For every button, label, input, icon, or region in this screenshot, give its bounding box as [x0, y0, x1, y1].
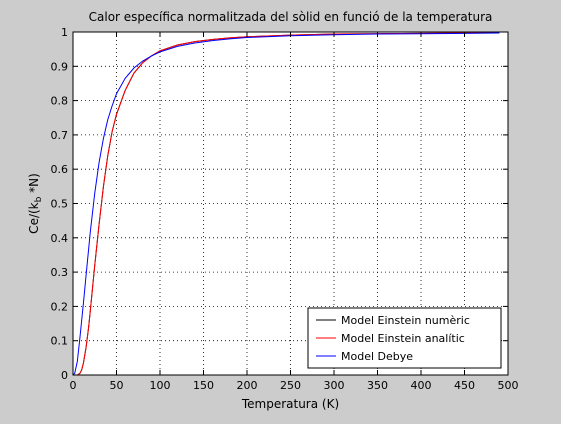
- x-tick-label: 0: [70, 379, 77, 392]
- y-tick-label: 0: [61, 369, 68, 382]
- y-axis-label: Ce/(kb *N): [27, 173, 44, 234]
- x-tick-label: 350: [367, 379, 388, 392]
- y-tick-label: 0.9: [51, 60, 69, 73]
- grid: [73, 32, 508, 375]
- legend-label-2: Model Einstein analític: [341, 332, 465, 345]
- y-tick-label: 0.1: [51, 335, 69, 348]
- y-axis-label-tail: *N): [27, 173, 41, 196]
- x-tick-label: 400: [411, 379, 432, 392]
- x-tick-label: 250: [280, 379, 301, 392]
- legend-box: [307, 307, 502, 369]
- y-axis-label-main: Ce/(k: [27, 202, 41, 233]
- x-tick-label: 500: [498, 379, 519, 392]
- x-tick-label: 300: [324, 379, 345, 392]
- y-tick-label: 0.7: [51, 129, 69, 142]
- x-tick-label: 100: [150, 379, 171, 392]
- series-line-3: [72, 32, 500, 376]
- ticks: 0 50 100 150 200 250 300 350 400 450 500 0 0.1 0.2 0.3…: [51, 26, 519, 392]
- y-tick-label: 0.8: [51, 95, 69, 108]
- y-tick-label: 0.3: [51, 266, 69, 279]
- x-tick-label: 50: [110, 379, 124, 392]
- y-tick-label: 0.6: [51, 163, 69, 176]
- x-tick-label: 450: [454, 379, 475, 392]
- x-axis-label: Temperatura (K): [241, 397, 339, 411]
- legend-label-3: Model Debye: [341, 350, 413, 363]
- series-lines: [72, 32, 500, 376]
- x-tick-label: 150: [193, 379, 214, 392]
- chart-title: Calor específica normalitzada del sòlid …: [89, 10, 493, 24]
- x-tick-label: 200: [237, 379, 258, 392]
- y-axis-label-subscript: b: [34, 196, 44, 202]
- y-tick-label: 0.2: [51, 300, 69, 313]
- y-tick-label: 0.5: [51, 198, 69, 211]
- y-tick-label: 1: [61, 26, 68, 39]
- series-line-2: [73, 32, 500, 376]
- legend-label-1: Model Einstein numèric: [341, 314, 470, 327]
- legend: Model Einstein numèric Model Einstein ana…: [307, 307, 502, 369]
- y-tick-label: 0.4: [51, 232, 69, 245]
